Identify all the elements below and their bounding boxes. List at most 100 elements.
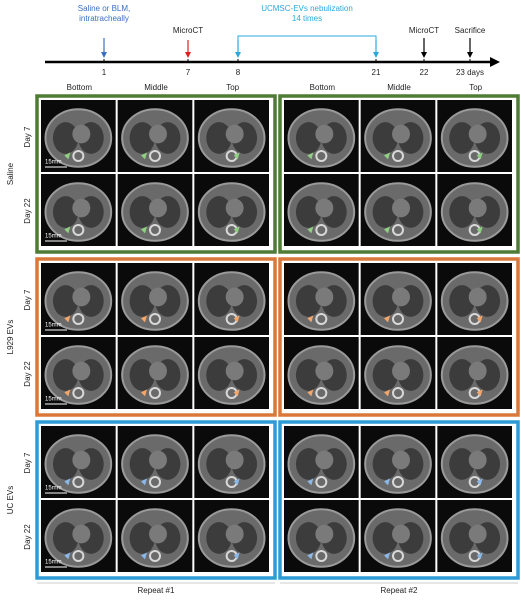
ct-lung — [52, 522, 79, 554]
ct-heart — [72, 287, 91, 307]
event-arrow-head — [467, 52, 473, 58]
scale-bar-label: 15mm — [45, 234, 62, 240]
lesion-arrow — [141, 315, 147, 323]
lesion-arrow — [476, 152, 483, 160]
lesion-arrow — [384, 552, 390, 560]
ct-heart — [468, 450, 487, 470]
lesion-arrow — [476, 552, 483, 560]
event-arrow-head — [235, 52, 241, 58]
group-label: UC EVs — [6, 486, 15, 514]
lesion-arrow — [307, 478, 314, 486]
ct-lung — [372, 359, 398, 391]
ct-lung — [449, 285, 475, 317]
ct-heart — [468, 198, 487, 218]
tick-label: 1 — [102, 68, 107, 77]
ct-spine — [392, 550, 404, 562]
scale-bar-label: 15mm — [45, 397, 62, 403]
group-label: L929 EVs — [6, 320, 15, 355]
event-arrow-head — [421, 52, 427, 58]
lesion-arrow — [233, 552, 240, 560]
ct-lung — [295, 196, 322, 228]
column-header: Bottom — [67, 83, 93, 92]
ct-spine — [149, 476, 161, 488]
ct-lung — [372, 285, 398, 317]
ct-lung — [449, 196, 475, 228]
lesion-arrow — [64, 552, 71, 560]
ct-lung — [129, 285, 156, 317]
event-arrow-head — [101, 52, 107, 58]
event-label: Saline or BLM, — [78, 4, 130, 13]
ct-lung — [295, 122, 322, 154]
ct-lung — [52, 285, 79, 317]
ct-heart — [468, 361, 487, 381]
ct-spine — [315, 224, 328, 236]
lesion-arrow — [476, 315, 483, 323]
lesion-arrow — [476, 478, 483, 486]
timeline-arrowhead — [490, 57, 500, 67]
ct-spine — [315, 387, 328, 399]
tick-label: 22 — [420, 68, 429, 77]
row-label: Day 7 — [23, 289, 32, 310]
lesion-arrow — [476, 226, 483, 234]
ct-heart — [72, 198, 91, 218]
ct-lung — [52, 122, 79, 154]
row-label: Day 22 — [23, 198, 32, 224]
lesion-arrow — [64, 389, 71, 397]
ct-lung — [206, 285, 232, 317]
tick-label: 8 — [236, 68, 241, 77]
ct-lung — [206, 359, 232, 391]
ct-lung — [206, 122, 232, 154]
ct-heart — [468, 524, 487, 544]
ct-spine — [149, 224, 161, 236]
ct-heart — [72, 450, 91, 470]
lesion-arrow — [384, 152, 390, 160]
column-header: Bottom — [310, 83, 336, 92]
ct-heart — [149, 361, 167, 381]
ct-spine — [149, 387, 161, 399]
ct-lung — [52, 359, 79, 391]
group-label: Saline — [6, 162, 15, 185]
ct-heart — [149, 124, 167, 144]
ct-spine — [315, 550, 328, 562]
ct-lung — [449, 359, 475, 391]
ct-spine — [72, 550, 85, 562]
ct-heart — [72, 524, 91, 544]
event-label: MicroCT — [173, 26, 203, 35]
ct-heart — [149, 287, 167, 307]
lesion-arrow — [307, 552, 314, 560]
lesion-arrow — [64, 226, 71, 234]
repeat-label: Repeat #1 — [138, 586, 175, 595]
ct-heart — [149, 450, 167, 470]
ct-spine — [72, 387, 85, 399]
ct-spine — [392, 150, 404, 162]
ct-heart — [392, 287, 410, 307]
ct-heart — [225, 361, 244, 381]
lesion-arrow — [233, 152, 240, 160]
ct-spine — [72, 150, 85, 162]
ct-heart — [392, 450, 410, 470]
lesion-arrow — [307, 315, 314, 323]
ct-spine — [392, 387, 404, 399]
scale-bar-label: 15mm — [45, 560, 62, 566]
ct-heart — [225, 198, 244, 218]
tick-label: 7 — [186, 68, 191, 77]
ct-lung — [295, 448, 322, 480]
lesion-arrow — [141, 552, 147, 560]
event-label: MicroCT — [409, 26, 439, 35]
lesion-arrow — [141, 478, 147, 486]
scale-bar-label: 15mm — [45, 160, 62, 166]
ct-lung — [52, 448, 79, 480]
ct-lung — [129, 522, 156, 554]
ct-heart — [225, 287, 244, 307]
ct-heart — [225, 524, 244, 544]
ct-heart — [392, 524, 410, 544]
ct-heart — [72, 124, 91, 144]
ct-lung — [129, 196, 156, 228]
row-label: Day 22 — [23, 361, 32, 387]
lesion-arrow — [64, 152, 71, 160]
ct-spine — [149, 150, 161, 162]
ct-spine — [315, 476, 328, 488]
ct-lung — [372, 122, 398, 154]
ct-heart — [149, 524, 167, 544]
ct-heart — [315, 361, 334, 381]
